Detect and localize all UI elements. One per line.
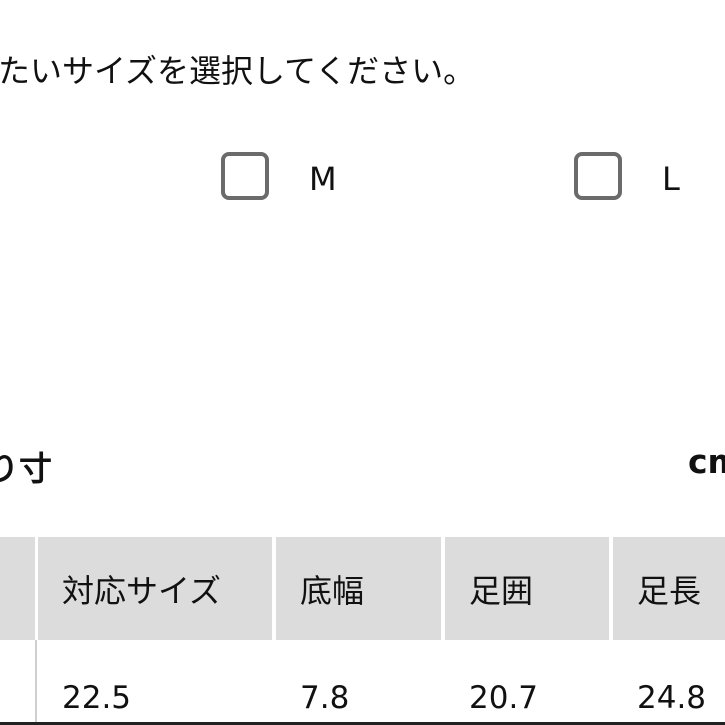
section-title: り寸	[0, 449, 52, 488]
table-divider	[35, 640, 37, 723]
table-header-bottom-width: 底幅	[276, 537, 441, 640]
unit-label: cm	[688, 442, 725, 481]
size-m-label[interactable]: M	[309, 160, 337, 198]
size-l-checkbox[interactable]	[574, 152, 622, 200]
size-l-label[interactable]: L	[662, 160, 680, 198]
table-header-cell	[0, 537, 35, 640]
table-header-foot-length: 足長	[613, 537, 725, 640]
size-m-checkbox[interactable]	[221, 152, 269, 200]
table-cell-bottom-width: 7.8	[300, 680, 350, 716]
table-header-foot-girth: 足囲	[445, 537, 609, 640]
table-cell-size: 22.5	[62, 680, 132, 716]
table-cell-foot-length: 24.8	[637, 680, 707, 716]
table-bottom-border	[0, 722, 725, 725]
table-cell-foot-girth: 20.7	[469, 680, 539, 716]
table-header-size: 対応サイズ	[38, 537, 272, 640]
instruction-text: たいサイズを選択してください。	[0, 52, 476, 90]
